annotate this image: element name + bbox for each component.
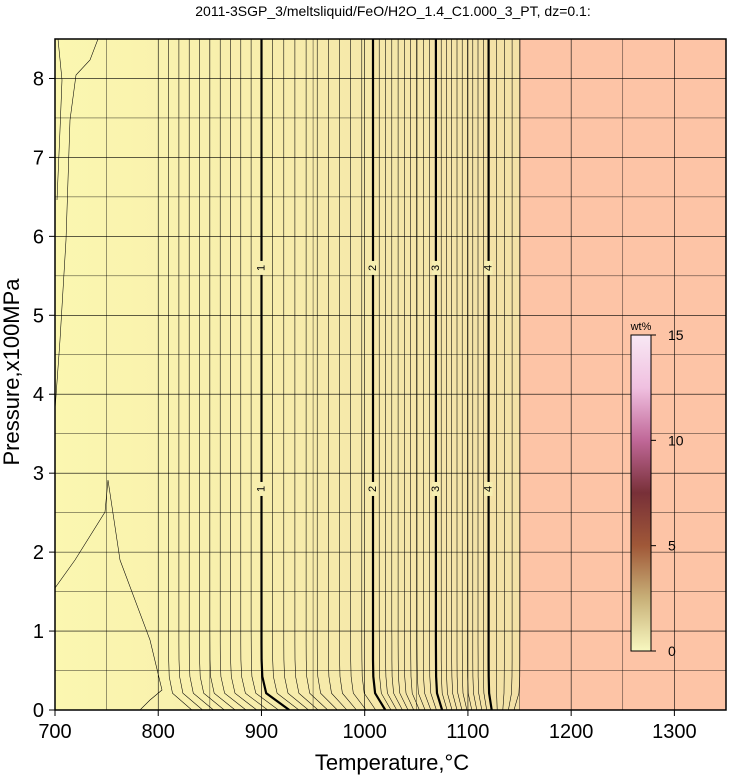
contour-label: 3 <box>430 486 442 492</box>
y-tick-label: 4 <box>33 384 44 406</box>
minor-contour <box>451 39 458 710</box>
x-tick-label: 700 <box>38 721 71 743</box>
colorbar: 0 5 10 15 wt% <box>630 321 684 659</box>
minor-contour <box>168 39 192 710</box>
minor-contour <box>410 39 420 710</box>
minor-contour <box>328 39 348 710</box>
minor-contour <box>397 39 409 710</box>
contour-label: 4 <box>483 265 495 271</box>
minor-contour <box>56 39 63 201</box>
contour-label-bg <box>257 260 266 275</box>
minor-contour <box>178 39 203 710</box>
minor-contour <box>385 39 397 710</box>
minor-contour <box>305 39 328 710</box>
x-tick-label: 900 <box>245 721 278 743</box>
minor-contour <box>230 39 257 710</box>
chart-title: 2011-3SGP_3/meltsliquid/FeO/H2O_1.4_C1.0… <box>195 3 590 19</box>
y-tick-label: 7 <box>33 147 44 169</box>
contour-label-bg <box>484 481 493 496</box>
y-tick-label: 3 <box>33 463 44 485</box>
plot-frame <box>54 38 727 711</box>
minor-contour <box>502 39 505 710</box>
minor-contour <box>440 39 448 710</box>
major-contour-2 <box>371 39 387 710</box>
contour-label: 1 <box>255 265 267 271</box>
minor-contour <box>339 39 357 710</box>
major-contour-4 <box>487 39 493 710</box>
minor-contour <box>219 39 247 710</box>
contour-label: 2 <box>367 265 379 271</box>
y-tick-label: 0 <box>33 700 44 722</box>
minor-contour <box>272 39 300 710</box>
contour-label: 3 <box>430 265 442 271</box>
x-axis-label: Temperature,°C <box>315 750 469 775</box>
x-tick-label: 800 <box>142 721 175 743</box>
contour-label: 4 <box>483 486 495 492</box>
major-contour-3 <box>434 39 444 710</box>
contour-label-bg <box>484 260 493 275</box>
minor-contour <box>513 39 521 710</box>
y-tick-label: 6 <box>33 226 44 248</box>
y-tick-label: 5 <box>33 305 44 327</box>
minor-contour <box>429 39 437 710</box>
minor-contour <box>361 39 376 710</box>
x-axis: 700 800 900 1000 1100 1200 1300 <box>38 710 697 743</box>
contour-label-bg <box>368 481 377 496</box>
x-tick-label: 1300 <box>652 721 697 743</box>
minor-contour <box>283 39 309 710</box>
y-tick-label: 2 <box>33 542 44 564</box>
minor-contour <box>294 39 319 710</box>
minor-contour <box>378 39 392 710</box>
colorbar-tick-label: 15 <box>668 327 684 343</box>
minor-contour <box>199 39 225 710</box>
minor-contour <box>423 39 432 710</box>
minor-contour <box>404 39 414 710</box>
gridlines <box>55 39 726 710</box>
x-tick-label: 1100 <box>446 721 489 743</box>
contour-label-bg <box>431 260 440 275</box>
minor-contour <box>472 39 478 710</box>
x-tick-label: 1200 <box>549 721 594 743</box>
minor-contour <box>508 39 513 710</box>
x-tick-label: 1000 <box>342 721 387 743</box>
y-axis-label: Pressure,x100MPa <box>0 278 24 466</box>
minor-contour <box>240 39 268 710</box>
minor-contour <box>391 39 403 710</box>
y-tick-label: 1 <box>33 621 44 643</box>
minor-contour <box>55 39 99 411</box>
subliquidus-fill <box>55 39 520 710</box>
minor-contour <box>55 479 163 710</box>
minor-contour <box>416 39 426 710</box>
minor-contour <box>350 39 367 710</box>
minor-contour <box>467 39 473 710</box>
colorbar-tick-label: 10 <box>668 432 684 448</box>
minor-contour <box>188 39 214 710</box>
contour-labels: 1 1 2 2 3 3 4 4 <box>255 260 495 496</box>
y-tick-label: 8 <box>33 68 44 90</box>
colorbar-title: wt% <box>630 321 652 333</box>
contour-label-bg <box>368 260 377 275</box>
contour-label-bg <box>257 481 266 496</box>
minor-contour <box>496 39 498 710</box>
minor-contour <box>483 39 487 710</box>
colorbar-tick-label: 0 <box>668 643 676 659</box>
minor-contour <box>461 39 468 710</box>
y-axis: 0 1 2 3 4 5 6 7 8 <box>33 68 55 722</box>
contour-label-bg <box>431 481 440 496</box>
plot-background <box>55 39 726 710</box>
colorbar-tick-label: 5 <box>668 538 676 554</box>
minor-contour <box>316 39 338 710</box>
minor-contour <box>456 39 463 710</box>
minor-contour <box>446 39 453 710</box>
minor-contour <box>250 39 279 710</box>
contour-label: 1 <box>255 486 267 492</box>
colorbar-gradient <box>630 334 652 652</box>
minor-contour <box>477 39 483 710</box>
contour-label: 2 <box>367 486 379 492</box>
